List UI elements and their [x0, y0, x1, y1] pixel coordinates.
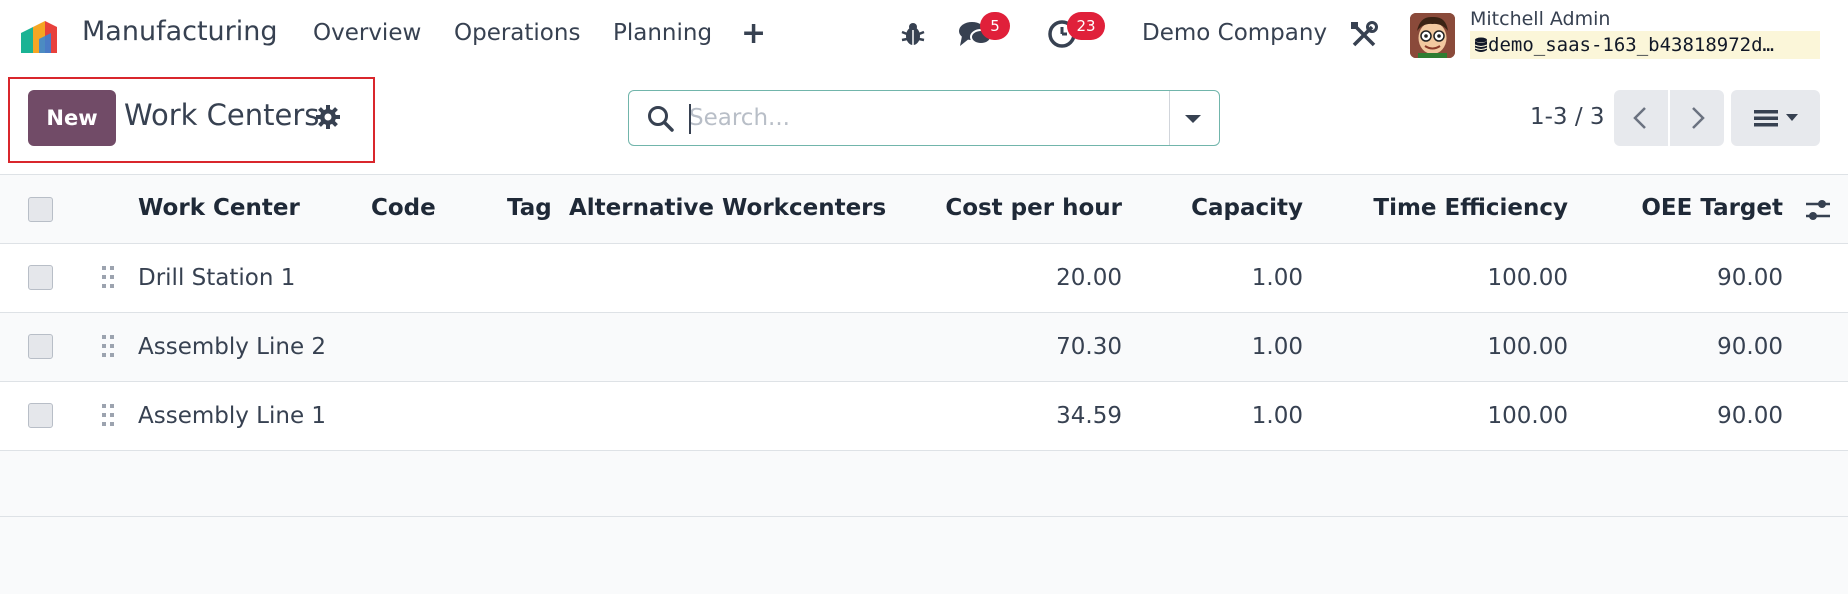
pager-next-button[interactable] — [1670, 90, 1724, 146]
database-label: demo_saas-163_b43818972d… — [1488, 34, 1774, 56]
manufacturing-app-icon[interactable] — [21, 19, 71, 53]
cell-cost-per-hour: 34.59 — [1056, 403, 1122, 429]
company-switcher[interactable]: Demo Company — [1142, 20, 1328, 46]
page-title: Work Centers — [124, 98, 320, 132]
menu-overview[interactable]: Overview — [313, 20, 422, 46]
activities-badge: 23 — [1067, 12, 1105, 40]
cell-time-efficiency: 100.00 — [1487, 334, 1568, 360]
database-icon — [1474, 37, 1488, 52]
view-switcher-button[interactable] — [1731, 90, 1820, 146]
table-row[interactable]: Drill Station 1 20.00 1.00 100.00 90.00 — [0, 244, 1848, 313]
caret-down-icon[interactable] — [1184, 113, 1202, 125]
column-time-efficiency[interactable]: Time Efficiency — [1373, 195, 1568, 221]
drag-handle-icon[interactable] — [102, 266, 114, 288]
drag-handle-icon[interactable] — [102, 404, 114, 426]
cell-cost-per-hour: 20.00 — [1056, 265, 1122, 291]
cell-oee-target: 90.00 — [1717, 265, 1783, 291]
optional-columns-icon[interactable] — [1804, 197, 1832, 223]
column-alternative-workcenters[interactable]: Alternative Workcenters — [569, 195, 887, 221]
row-checkbox[interactable] — [28, 403, 53, 428]
app-name[interactable]: Manufacturing — [82, 16, 278, 47]
gear-icon[interactable] — [315, 104, 341, 130]
column-work-center[interactable]: Work Center — [138, 195, 300, 221]
cell-capacity: 1.00 — [1251, 334, 1303, 360]
select-all-checkbox[interactable] — [28, 197, 53, 222]
column-tag[interactable]: Tag — [507, 195, 552, 221]
column-cost-per-hour[interactable]: Cost per hour — [945, 195, 1122, 221]
cell-capacity: 1.00 — [1251, 265, 1303, 291]
table-header: Work Center Code Tag Alternative Workcen… — [0, 174, 1848, 244]
cell-oee-target: 90.00 — [1717, 403, 1783, 429]
search-input[interactable] — [689, 99, 1149, 137]
search-bar — [628, 90, 1220, 146]
search-divider — [1169, 91, 1170, 145]
cell-time-efficiency: 100.00 — [1487, 403, 1568, 429]
top-navbar: Manufacturing Overview Operations Planni… — [0, 0, 1848, 70]
cell-work-center: Drill Station 1 — [138, 265, 296, 291]
cell-cost-per-hour: 70.30 — [1056, 334, 1122, 360]
search-icon[interactable] — [647, 105, 675, 133]
list-view-icon — [1754, 110, 1798, 127]
menu-planning[interactable]: Planning — [613, 20, 713, 46]
column-oee-target[interactable]: OEE Target — [1641, 195, 1783, 221]
cell-work-center: Assembly Line 2 — [138, 334, 327, 360]
row-checkbox[interactable] — [28, 265, 53, 290]
table-row[interactable]: Assembly Line 1 34.59 1.00 100.00 90.00 — [0, 382, 1848, 451]
row-checkbox[interactable] — [28, 334, 53, 359]
column-capacity[interactable]: Capacity — [1191, 195, 1303, 221]
text-cursor — [689, 104, 691, 134]
table-footer-divider — [0, 516, 1848, 517]
pager-previous-button[interactable] — [1614, 90, 1668, 146]
pager-value[interactable]: 1-3 / 3 — [1530, 104, 1605, 130]
chevron-left-icon — [1633, 107, 1646, 129]
chevron-right-icon — [1692, 107, 1705, 129]
new-button[interactable]: New — [28, 90, 116, 146]
highlight-box — [8, 77, 375, 163]
tools-icon[interactable] — [1350, 21, 1378, 49]
cell-time-efficiency: 100.00 — [1487, 265, 1568, 291]
drag-handle-icon[interactable] — [102, 335, 114, 357]
messages-badge: 5 — [980, 12, 1010, 40]
column-code[interactable]: Code — [371, 195, 436, 221]
table-row[interactable]: Assembly Line 2 70.30 1.00 100.00 90.00 — [0, 313, 1848, 382]
menu-operations[interactable]: Operations — [454, 20, 581, 46]
cell-oee-target: 90.00 — [1717, 334, 1783, 360]
bug-icon[interactable] — [900, 21, 926, 47]
plus-icon[interactable]: + — [741, 16, 767, 51]
cell-capacity: 1.00 — [1251, 403, 1303, 429]
user-name[interactable]: Mitchell Admin — [1470, 8, 1611, 30]
cell-work-center: Assembly Line 1 — [138, 403, 327, 429]
user-avatar[interactable] — [1410, 13, 1455, 58]
database-name: demo_saas-163_b43818972d… — [1470, 31, 1820, 59]
